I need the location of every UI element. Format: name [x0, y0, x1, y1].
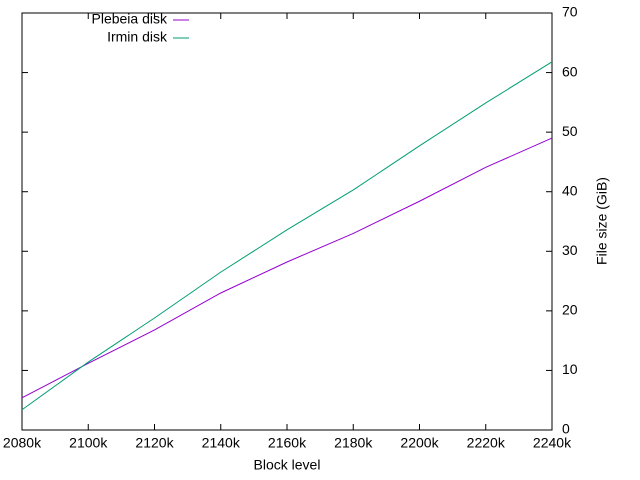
y-tick-label: 60 — [562, 63, 578, 79]
x-tick-label: 2180k — [334, 435, 373, 451]
y-tick-label: 20 — [562, 302, 578, 318]
x-tick-label: 2220k — [467, 435, 506, 451]
series-line — [21, 137, 553, 399]
x-tick-label: 2140k — [202, 435, 241, 451]
x-tick-label: 2200k — [400, 435, 439, 451]
legend-label: Plebeia disk — [92, 11, 168, 27]
x-tick-label: 2160k — [268, 435, 307, 451]
y-tick-label: 70 — [562, 4, 578, 20]
y-axis-label: File size (GiB) — [594, 177, 610, 265]
y-tick-label: 10 — [562, 361, 578, 377]
y-tick-label: 0 — [562, 421, 570, 437]
y-tick-label: 50 — [562, 123, 578, 139]
series-line — [21, 61, 553, 411]
x-tick-label: 2240k — [533, 435, 572, 451]
plot-frame — [21, 12, 553, 431]
x-tick-label: 2120k — [135, 435, 174, 451]
x-tick-label: 2080k — [3, 435, 42, 451]
y-tick-label: 30 — [562, 242, 578, 258]
x-tick-label: 2100k — [69, 435, 108, 451]
y-tick-label: 40 — [562, 182, 578, 198]
legend-label: Irmin disk — [107, 29, 168, 45]
x-axis-label: Block level — [254, 457, 321, 473]
